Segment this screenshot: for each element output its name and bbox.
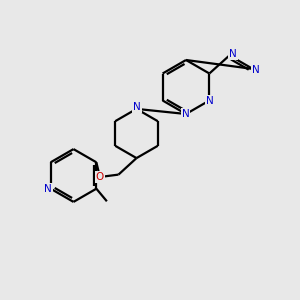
Text: N: N <box>229 49 237 59</box>
Text: N: N <box>206 95 214 106</box>
Text: N: N <box>182 109 189 119</box>
Text: N: N <box>133 102 141 112</box>
Text: N: N <box>252 65 260 75</box>
Text: N: N <box>44 184 52 194</box>
Text: O: O <box>96 172 104 182</box>
